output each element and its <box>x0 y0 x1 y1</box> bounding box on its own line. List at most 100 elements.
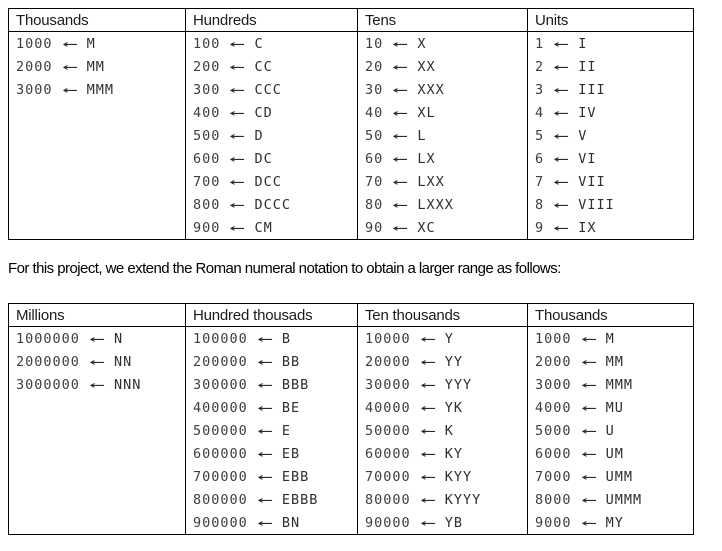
roman-numeral: XC <box>417 219 436 236</box>
roman-numeral: EB <box>281 445 301 462</box>
table-cell: 9 ← IX <box>527 216 694 240</box>
decimal-value: 70 <box>365 173 384 190</box>
left-arrow-icon: ← <box>419 422 436 439</box>
roman-numeral: M <box>605 330 615 347</box>
table-cell: 9000 ← MY <box>527 511 694 535</box>
table-row: 3000000 ← NNN 300000 ← BBB 30000 ← YYY 3000 ← MMM <box>8 373 694 396</box>
left-arrow-icon: ← <box>392 81 409 98</box>
left-arrow-icon: ← <box>229 219 246 236</box>
column-header: Millions <box>8 303 186 327</box>
roman-numeral: MU <box>605 399 624 416</box>
table-cell: 10000 ← Y <box>357 326 528 350</box>
table-cell: 20000 ← YY <box>357 350 528 373</box>
table-cell: 5000 ← U <box>527 419 694 442</box>
table-cell: 700 ← DCC <box>185 170 358 193</box>
table-cell: 1000000 ← N <box>8 326 186 350</box>
left-arrow-icon: ← <box>257 422 273 439</box>
left-arrow-icon: ← <box>229 104 246 121</box>
roman-numeral: YYY <box>444 376 473 393</box>
decimal-value: 5000 <box>535 422 572 439</box>
roman-numeral: X <box>417 35 427 52</box>
table-cell: 1000 ← M <box>527 326 694 350</box>
table-cell: 1000 ← M <box>8 31 186 55</box>
table-row: 3000 ← MMM 300 ← CCC 30 ← XXX 3 ← III <box>8 78 694 101</box>
left-arrow-icon: ← <box>580 445 597 462</box>
table-cell: 600 ← DC <box>185 147 358 170</box>
left-arrow-icon: ← <box>392 35 409 52</box>
decimal-value: 700000 <box>193 468 248 485</box>
decimal-value: 2000 <box>535 353 572 370</box>
roman-numeral: XX <box>417 58 436 75</box>
table-row: 600 ← DC 60 ← LX 6 ← VI <box>8 147 694 170</box>
left-arrow-icon: ← <box>89 376 105 393</box>
roman-numeral: III <box>578 81 606 98</box>
table-cell: 2 ← II <box>527 55 694 78</box>
roman-numeral: YB <box>444 514 464 531</box>
left-arrow-icon: ← <box>392 219 409 236</box>
table-cell: 10 ← X <box>357 31 528 55</box>
roman-numeral: IX <box>578 219 597 236</box>
left-arrow-icon: ← <box>580 330 597 347</box>
table-cell: 400 ← CD <box>185 101 358 124</box>
left-arrow-icon: ← <box>229 196 246 213</box>
table-row: 2000 ← MM 200 ← CC 20 ← XX 2 ← II <box>8 55 694 78</box>
roman-numeral: UM <box>605 445 624 462</box>
left-arrow-icon: ← <box>553 81 569 98</box>
roman-numeral: IV <box>578 104 597 121</box>
decimal-value: 5 <box>535 127 545 144</box>
table-cell: 7 ← VII <box>527 170 694 193</box>
left-arrow-icon: ← <box>553 104 569 121</box>
table-cell: 1 ← I <box>527 31 694 55</box>
decimal-value: 400000 <box>193 399 248 416</box>
table-cell: 6000 ← UM <box>527 442 694 465</box>
decimal-value: 1000 <box>16 35 53 52</box>
table-cell: 4 ← IV <box>527 101 694 124</box>
decimal-value: 2000 <box>16 58 53 75</box>
roman-numeral: MMM <box>605 376 634 393</box>
table-row: 900 ← CM 90 ← XC 9 ← IX <box>8 216 694 240</box>
decimal-value: 90 <box>365 219 384 236</box>
decimal-value: 9000 <box>535 514 572 531</box>
left-arrow-icon: ← <box>229 35 246 52</box>
table-cell: 800 ← DCCC <box>185 193 358 216</box>
header-row: Thousands Hundreds Tens Units <box>8 8 694 32</box>
left-arrow-icon: ← <box>419 376 436 393</box>
roman-numeral: KY <box>444 445 464 462</box>
roman-numeral: NN <box>114 353 133 370</box>
decimal-value: 60 <box>365 150 384 167</box>
left-arrow-icon: ← <box>553 219 569 236</box>
roman-numeral: BB <box>281 353 301 370</box>
table-cell <box>8 193 186 216</box>
left-arrow-icon: ← <box>257 468 273 485</box>
decimal-value: 80000 <box>365 491 411 508</box>
roman-numeral-table-extended: Millions Hundred thousads Ten thousands Tho… <box>8 303 694 535</box>
left-arrow-icon: ← <box>61 58 78 75</box>
roman-numeral: VIII <box>578 196 615 213</box>
roman-numeral: LXX <box>417 173 445 190</box>
table-cell: 8000 ← UMMM <box>527 488 694 511</box>
roman-numeral: LXXX <box>417 196 454 213</box>
roman-numeral: KYY <box>444 468 473 485</box>
decimal-value: 200000 <box>193 353 248 370</box>
left-arrow-icon: ← <box>229 150 246 167</box>
left-arrow-icon: ← <box>580 376 597 393</box>
decimal-value: 30 <box>365 81 384 98</box>
table-cell: 600000 ← EB <box>185 442 358 465</box>
left-arrow-icon: ← <box>419 445 436 462</box>
decimal-value: 600 <box>193 150 221 167</box>
left-arrow-icon: ← <box>61 81 78 98</box>
left-arrow-icon: ← <box>580 514 597 531</box>
left-arrow-icon: ← <box>229 58 246 75</box>
decimal-value: 90000 <box>365 514 411 531</box>
left-arrow-icon: ← <box>257 399 273 416</box>
table-cell: 50000 ← K <box>357 419 528 442</box>
left-arrow-icon: ← <box>553 127 569 144</box>
roman-numeral: DC <box>254 150 273 167</box>
roman-numeral: E <box>281 422 292 439</box>
table-cell: 90000 ← YB <box>357 511 528 535</box>
table-cell: 900 ← CM <box>185 216 358 240</box>
decimal-value: 4000 <box>535 399 572 416</box>
table-cell <box>8 147 186 170</box>
left-arrow-icon: ← <box>553 150 569 167</box>
